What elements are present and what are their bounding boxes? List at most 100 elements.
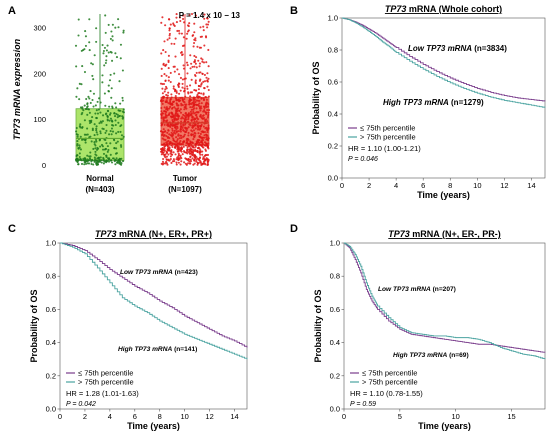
plot-frame [341, 17, 546, 179]
data-point [198, 62, 201, 65]
data-point [205, 61, 208, 64]
data-point [120, 124, 123, 127]
data-point [171, 127, 174, 130]
data-point [76, 161, 79, 164]
data-point [196, 163, 199, 166]
data-point [194, 101, 197, 104]
data-point [169, 71, 172, 75]
data-point [207, 124, 210, 127]
data-point [92, 163, 95, 166]
data-point [161, 102, 164, 105]
data-point [203, 13, 206, 16]
km-curve-high [344, 242, 546, 360]
data-point [194, 14, 197, 17]
data-point [193, 22, 196, 25]
data-point [86, 127, 89, 130]
data-point [171, 160, 174, 163]
data-point [199, 115, 202, 118]
data-point [190, 150, 193, 153]
data-point [183, 87, 186, 90]
data-point [183, 97, 186, 101]
data-point [102, 49, 105, 53]
km-curve-high [60, 242, 248, 360]
data-point [205, 136, 208, 139]
data-point [78, 98, 81, 101]
data-point [177, 73, 181, 76]
data-point [163, 123, 166, 126]
hazard-ratio-text: HR = 1.10 (1.00-1.21) [348, 144, 421, 153]
data-point [97, 160, 100, 163]
data-point [102, 52, 105, 55]
data-point [198, 124, 201, 127]
data-point [161, 16, 164, 19]
data-point [192, 99, 195, 103]
data-point [103, 160, 106, 163]
x-tick-label: 4 [394, 181, 398, 190]
data-point [103, 92, 106, 95]
data-point [180, 143, 183, 146]
data-point [167, 102, 170, 105]
data-point [93, 143, 96, 146]
low-group-label: Low TP73 mRNA (n=3834) [408, 44, 507, 53]
data-point [183, 133, 186, 136]
data-point [102, 148, 105, 151]
data-point [203, 158, 207, 161]
data-point [164, 50, 167, 54]
data-point [96, 112, 100, 115]
data-point [188, 102, 191, 105]
data-point [202, 125, 205, 128]
data-point [180, 136, 183, 140]
data-point [186, 72, 189, 75]
low-group-name: Low TP73 mRNA [408, 44, 472, 53]
data-point [197, 96, 200, 99]
data-point [116, 140, 119, 143]
data-point [182, 117, 185, 120]
data-point [177, 161, 180, 164]
data-point [111, 124, 114, 127]
data-point [203, 73, 206, 77]
data-point [100, 161, 103, 164]
data-point [180, 160, 183, 163]
data-point [172, 120, 175, 123]
data-point [185, 149, 189, 152]
data-point [178, 32, 181, 35]
data-point [189, 95, 192, 98]
data-point [192, 135, 196, 138]
data-point [172, 151, 175, 154]
data-point [182, 129, 185, 132]
data-point [93, 54, 96, 57]
data-point [189, 110, 192, 113]
data-point [179, 111, 183, 114]
data-point [111, 105, 114, 108]
data-point [189, 158, 192, 161]
data-point [102, 152, 106, 155]
category-count: (N=1097) [168, 185, 202, 194]
data-point [172, 23, 175, 26]
data-point [170, 134, 173, 137]
data-point [101, 44, 104, 47]
data-point [173, 90, 177, 93]
data-point [200, 144, 203, 147]
legend-label: ≤ 75th percentile [360, 124, 415, 133]
plot-frame [343, 242, 546, 410]
data-point [188, 162, 192, 165]
data-point [105, 160, 108, 163]
data-point [165, 108, 168, 111]
data-point [190, 133, 193, 137]
panel-letter: A [8, 5, 16, 17]
data-point [168, 34, 171, 37]
data-point [88, 18, 91, 21]
y-tick-label: 0.0 [328, 174, 338, 183]
data-point [189, 67, 192, 70]
data-point [166, 38, 169, 41]
data-point [88, 111, 91, 114]
data-point [185, 163, 188, 166]
data-point [114, 52, 117, 55]
data-point [165, 120, 168, 123]
data-point [120, 157, 123, 160]
data-point [90, 140, 93, 143]
data-point [193, 107, 196, 110]
y-tick-label: 0.2 [328, 142, 338, 151]
data-point [84, 158, 87, 161]
data-point [203, 80, 207, 83]
